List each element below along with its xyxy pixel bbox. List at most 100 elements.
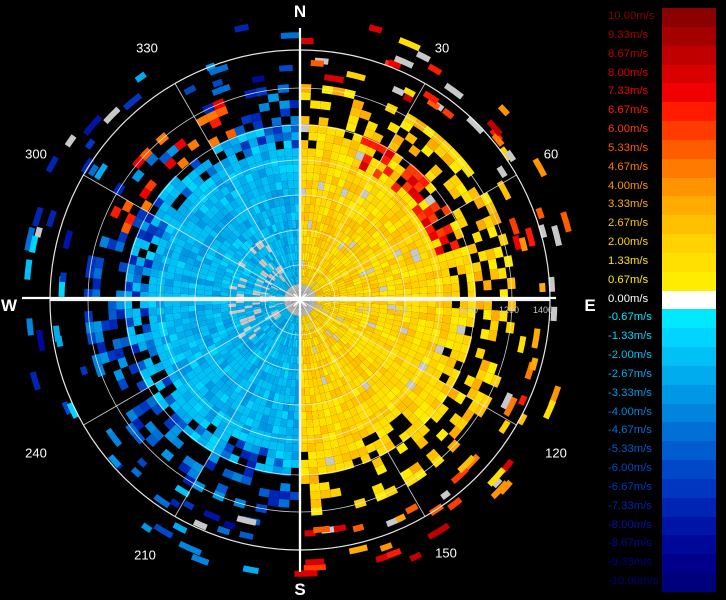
radar-outer-echo-layer [24, 23, 572, 577]
legend-swatch [662, 554, 716, 574]
legend-row: 2.67m/s [606, 215, 718, 235]
radar-site-icon [291, 291, 309, 309]
legend-swatch [662, 460, 716, 480]
azimuth-spoke [299, 174, 517, 301]
legend-label: 0.67m/s [608, 273, 649, 286]
legend-row: -4.00m/s [606, 403, 718, 423]
legend-label: 4.67m/s [608, 160, 649, 173]
azimuth-spoke [299, 299, 517, 426]
compass-south-label: S [294, 580, 306, 599]
bearing-label-30: 30 [434, 40, 450, 56]
legend-row: 1.33m/s [606, 252, 718, 272]
azimuth-spoke [174, 299, 301, 517]
legend-row: 6.67m/s [606, 102, 718, 122]
legend-swatch [662, 365, 716, 385]
legend-label: -2.67m/s [608, 367, 652, 380]
legend-swatch [662, 478, 716, 498]
legend-swatch [662, 26, 716, 46]
legend-swatch [662, 121, 716, 141]
legend-swatch [662, 516, 716, 536]
legend-label: 10.00m/s [608, 10, 655, 22]
legend-label: 9.33m/s [608, 28, 649, 41]
legend-row: 9.33m/s [606, 26, 718, 46]
legend-row: 0.00m/s [606, 290, 718, 310]
legend-row: 10.00m/s [606, 8, 718, 27]
radar-ppi-canvas[interactable] [0, 0, 600, 600]
velocity-color-legend: 10.00m/s 9.33m/s 8.67m/s 8.00m/s 7.33m/s 6.67… [606, 8, 718, 593]
legend-row: 6.00m/s [606, 121, 718, 141]
legend-swatch [662, 64, 716, 84]
legend-swatch [662, 139, 716, 159]
legend-swatch [662, 196, 716, 216]
legend-row: 5.33m/s [606, 139, 718, 159]
legend-swatch [662, 234, 716, 254]
legend-swatch [662, 102, 716, 122]
legend-row: -1.33m/s [606, 328, 718, 348]
legend-label: 8.00m/s [608, 66, 649, 79]
legend-swatch [662, 271, 716, 291]
legend-label: 2.67m/s [608, 217, 649, 230]
radar-ppi-view[interactable]: N S E W 30 60 120 150 210 240 300 330 40… [0, 0, 600, 600]
legend-label: -1.33m/s [608, 330, 652, 343]
legend-label: 5.33m/s [608, 141, 649, 154]
legend-swatch [662, 83, 716, 103]
radar-site-spoke [299, 299, 307, 307]
legend-swatch [662, 422, 716, 442]
legend-label: -0.67m/s [608, 311, 652, 324]
legend-swatch [662, 384, 716, 404]
legend-row: -5.33m/s [606, 441, 718, 461]
legend-label: -7.33m/s [608, 499, 652, 512]
legend-label: -8.00m/s [608, 518, 652, 531]
legend-row: -6.00m/s [606, 460, 718, 480]
legend-swatch [662, 309, 716, 329]
bearing-label-120: 120 [545, 445, 567, 461]
legend-label: 6.00m/s [608, 123, 649, 136]
legend-swatch [662, 215, 716, 235]
compass-west-label: W [0, 296, 18, 315]
legend-label: 0.00m/s [608, 292, 649, 305]
legend-swatch [662, 290, 716, 310]
legend-swatch [662, 573, 716, 593]
legend-label: -4.00m/s [608, 405, 652, 418]
legend-row: 8.00m/s [606, 64, 718, 84]
legend-swatch [662, 8, 716, 27]
legend-row: -9.33m/s [606, 554, 718, 574]
legend-label: 1.33m/s [608, 254, 649, 267]
legend-row: 7.33m/s [606, 83, 718, 103]
legend-row: -6.67m/s [606, 478, 718, 498]
legend-label: 2.00m/s [608, 236, 649, 249]
range-label-1200: 1200 [498, 305, 520, 315]
azimuth-spoke [174, 83, 301, 301]
azimuth-spoke [83, 299, 301, 426]
legend-label: -4.67m/s [608, 424, 652, 437]
legend-label: -9.33m/s [608, 556, 652, 569]
legend-label: -5.33m/s [608, 443, 652, 456]
legend-label: 3.33m/s [608, 198, 649, 211]
radar-grid [22, 28, 556, 572]
range-label-1000: 1000 [457, 305, 479, 315]
legend-row: -7.33m/s [606, 497, 718, 517]
legend-row: 4.00m/s [606, 177, 718, 197]
legend-row: -2.67m/s [606, 365, 718, 385]
legend-swatch [662, 347, 716, 367]
legend-swatch [662, 158, 716, 178]
legend-swatch [662, 403, 716, 423]
bearing-label-240: 240 [25, 445, 47, 461]
legend-row: -8.00m/s [606, 516, 718, 536]
legend-label: 7.33m/s [608, 85, 649, 98]
legend-row: -2.00m/s [606, 347, 718, 367]
azimuth-spoke [83, 174, 301, 301]
legend-label: -6.00m/s [608, 462, 652, 475]
legend-swatch [662, 497, 716, 517]
legend-swatch [662, 328, 716, 348]
legend-swatch [662, 535, 716, 555]
legend-swatch [662, 441, 716, 461]
bearing-label-150: 150 [435, 545, 457, 561]
legend-label: -3.33m/s [608, 386, 652, 399]
legend-row: -10.00m/s [606, 573, 718, 593]
radar-site-spoke [299, 293, 307, 301]
bearing-label-330: 330 [136, 40, 158, 56]
legend-label: -2.00m/s [608, 349, 652, 362]
legend-swatch [662, 177, 716, 197]
legend-row: -4.67m/s [606, 422, 718, 442]
